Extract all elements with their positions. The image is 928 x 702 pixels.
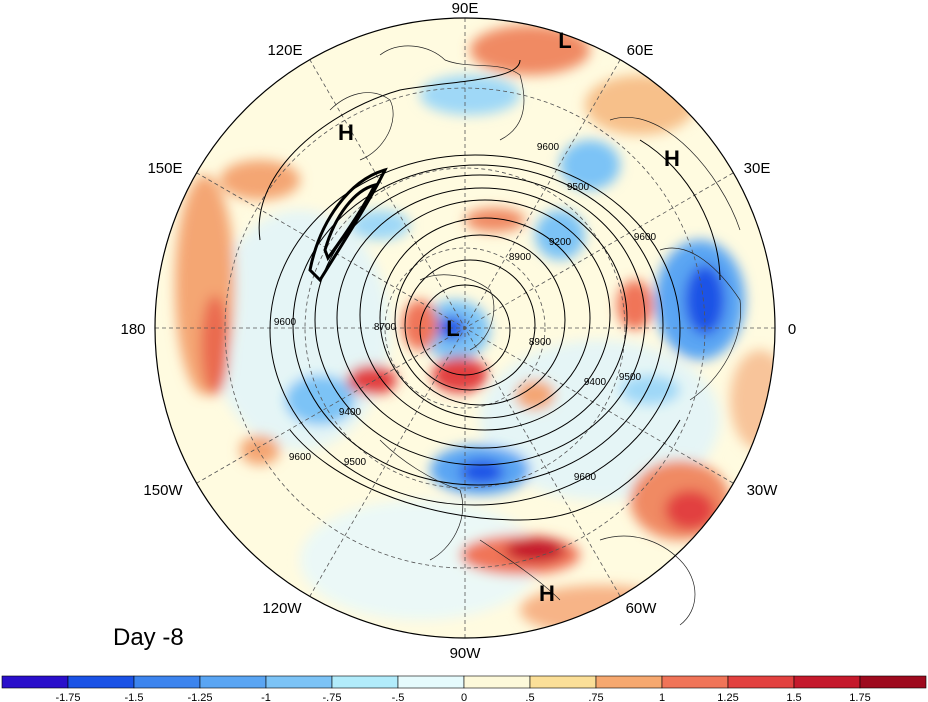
- lon-label-60e: 60E: [627, 42, 654, 59]
- contour-label: 8900: [509, 252, 532, 263]
- colorbar-swatch: [727, 675, 795, 689]
- colorbar-swatch: [397, 675, 465, 689]
- contour-label: 9400: [584, 377, 607, 388]
- lon-label-120w: 120W: [262, 600, 302, 617]
- contour-label: 9600: [289, 452, 312, 463]
- lon-label-30w: 30W: [747, 482, 779, 499]
- colorbar-swatch: [595, 675, 663, 689]
- colorbar-swatch: [67, 675, 135, 689]
- contour-label: 9200: [549, 237, 572, 248]
- colorbar-tick-label: 1: [659, 692, 665, 702]
- contour-label: 9600: [634, 232, 657, 243]
- colorbar-tick-label: .75: [588, 692, 603, 702]
- contour-label: 9500: [619, 372, 642, 383]
- colorbar-tick-label: 1.5: [786, 692, 801, 702]
- colorbar-swatch: [463, 675, 531, 689]
- longitude-labels: 90E 60E 30E 0 30W 60W 90W 120W 150W 180 …: [120, 0, 796, 662]
- colorbar-tick-label: -1.25: [187, 692, 212, 702]
- lon-label-0: 0: [788, 321, 796, 338]
- colorbar: -1.75 -1.5 -1.25 -1 -.75 -.5 0 .5 .75 1 1.25 1.5 1.7…: [1, 675, 927, 702]
- colorbar-swatch: [199, 675, 267, 689]
- pressure-center-high-northeast: H: [664, 146, 680, 171]
- pressure-center-low-pole: L: [446, 316, 459, 341]
- colorbar-swatch: [529, 675, 597, 689]
- contour-label: 8900: [529, 337, 552, 348]
- colorbar-tick-label: 0: [461, 692, 467, 702]
- contour-label: 9500: [567, 182, 590, 193]
- colorbar-swatch: [133, 675, 201, 689]
- pressure-center-high-south: H: [539, 581, 555, 606]
- contour-label: 9600: [574, 472, 597, 483]
- lon-label-30e: 30E: [744, 160, 771, 177]
- colorbar-tick-label: 1.25: [717, 692, 738, 702]
- pressure-center-low-north: L: [558, 28, 571, 53]
- contour-labels: 9600 9500 9200 9600 8700 8900 8900 9400 …: [274, 142, 657, 483]
- jet-contours: [308, 167, 388, 283]
- contour-label: 9600: [537, 142, 560, 153]
- graticule: [155, 18, 775, 638]
- height-contours: [258, 59, 721, 521]
- globe-outline: [154, 17, 776, 639]
- lon-label-150e: 150E: [147, 160, 182, 177]
- colorbar-swatch: [1, 675, 69, 689]
- contour-label: 9600: [274, 317, 297, 328]
- colorbar-swatch: [793, 675, 861, 689]
- colorbar-tick-label: -.5: [392, 692, 405, 702]
- colorbar-tick-label: 1.75: [849, 692, 870, 702]
- lon-label-120e: 120E: [267, 42, 302, 59]
- contour-label: 9400: [339, 407, 362, 418]
- colorbar-tick-label: -1.75: [55, 692, 80, 702]
- colorbar-tick-label: -1.5: [125, 692, 144, 702]
- pressure-centers: L H H L H: [338, 28, 680, 606]
- lon-label-90w: 90W: [450, 645, 482, 662]
- lon-label-180: 180: [120, 321, 145, 338]
- day-label: Day -8: [113, 624, 184, 651]
- contour-label: 9500: [344, 457, 367, 468]
- colorbar-swatch: [331, 675, 399, 689]
- colorbar-tick-label: .5: [525, 692, 534, 702]
- colorbar-swatch: [265, 675, 333, 689]
- contour-label: 8700: [374, 322, 397, 333]
- lon-label-90e: 90E: [452, 0, 479, 17]
- lon-label-60w: 60W: [626, 600, 658, 617]
- pressure-center-high-northwest: H: [338, 120, 354, 145]
- colorbar-tick-label: -.75: [323, 692, 342, 702]
- coastlines: [329, 45, 741, 626]
- colorbar-tick-label: -1: [261, 692, 271, 702]
- colorbar-swatch: [661, 675, 729, 689]
- colorbar-swatch: [859, 675, 927, 689]
- lon-label-150w: 150W: [143, 482, 183, 499]
